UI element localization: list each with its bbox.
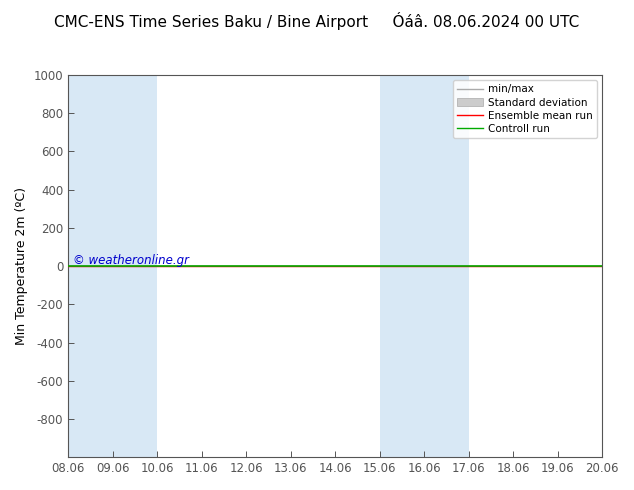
Y-axis label: Min Temperature 2m (ºC): Min Temperature 2m (ºC): [15, 187, 28, 345]
Bar: [380, 75, 469, 457]
Legend: min/max, Standard deviation, Ensemble mean run, Controll run: min/max, Standard deviation, Ensemble me…: [453, 80, 597, 138]
Text: CMC-ENS Time Series Baku / Bine Airport     Óáâ. 08.06.2024 00 UTC: CMC-ENS Time Series Baku / Bine Airport …: [55, 12, 579, 30]
Bar: [68, 75, 157, 457]
Text: © weatheronline.gr: © weatheronline.gr: [74, 254, 190, 267]
